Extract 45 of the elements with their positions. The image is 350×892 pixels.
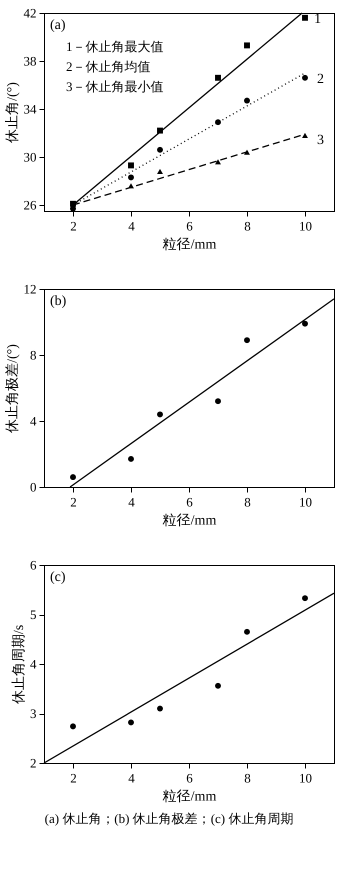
x-tick-label: 4 xyxy=(128,218,136,234)
x-tick-label: 2 xyxy=(70,218,77,234)
x-tick-label: 6 xyxy=(186,770,194,786)
y-tick-label: 4 xyxy=(30,656,37,672)
annotation: 1－休止角最大值 xyxy=(66,39,164,54)
y-tick-label: 8 xyxy=(30,348,36,362)
x-tick-label: 6 xyxy=(186,218,194,234)
y-tick-label: 0 xyxy=(30,480,36,494)
x-tick-label: 10 xyxy=(299,494,312,510)
y-axis-title: 休止角/(°) xyxy=(4,82,20,143)
y-axis-title: 休止角极差/(°) xyxy=(4,344,20,433)
x-axis-title: 粒径/mm xyxy=(162,236,216,252)
annotation: 2 xyxy=(317,72,324,87)
chart-title: (c) xyxy=(50,570,66,585)
y-tick-label: 5 xyxy=(30,607,36,622)
chart-title: (a) xyxy=(50,18,66,33)
y-tick-label: 6 xyxy=(30,558,37,572)
x-tick-label: 8 xyxy=(244,494,251,510)
x-tick-label: 10 xyxy=(299,770,312,786)
x-tick-label: 8 xyxy=(244,770,251,786)
y-tick-label: 42 xyxy=(24,6,36,20)
y-tick-label: 26 xyxy=(24,198,37,212)
annotation: 3－休止角最小值 xyxy=(66,79,164,94)
y-tick-label: 4 xyxy=(30,414,37,428)
x-tick-label: 8 xyxy=(244,218,251,234)
x-tick-label: 4 xyxy=(128,494,136,510)
x-tick-label: 2 xyxy=(70,494,77,510)
y-tick-label: 34 xyxy=(24,102,37,116)
annotation: 1 xyxy=(314,12,322,27)
text: (a) 休止角；(b) 休止角极差；(c) 休止角周期 xyxy=(44,811,294,826)
y-tick-label: 3 xyxy=(30,706,36,721)
x-tick-label: 2 xyxy=(70,770,77,786)
y-tick-label: 12 xyxy=(24,282,36,296)
y-axis-title: 休止角周期/s xyxy=(11,624,27,704)
y-tick-label: 2 xyxy=(30,756,36,770)
x-axis-title: 粒径/mm xyxy=(162,788,216,804)
x-axis-title: 粒径/mm xyxy=(162,512,216,528)
x-tick-label: 4 xyxy=(128,770,136,786)
x-tick-label: 10 xyxy=(299,218,312,234)
y-tick-label: 38 xyxy=(24,54,36,68)
annotation: 2－休止角均值 xyxy=(66,59,150,74)
chart-title: (b) xyxy=(50,294,67,309)
y-tick-label: 30 xyxy=(24,150,36,164)
x-tick-label: 6 xyxy=(186,494,194,510)
annotation: 3 xyxy=(317,133,324,148)
